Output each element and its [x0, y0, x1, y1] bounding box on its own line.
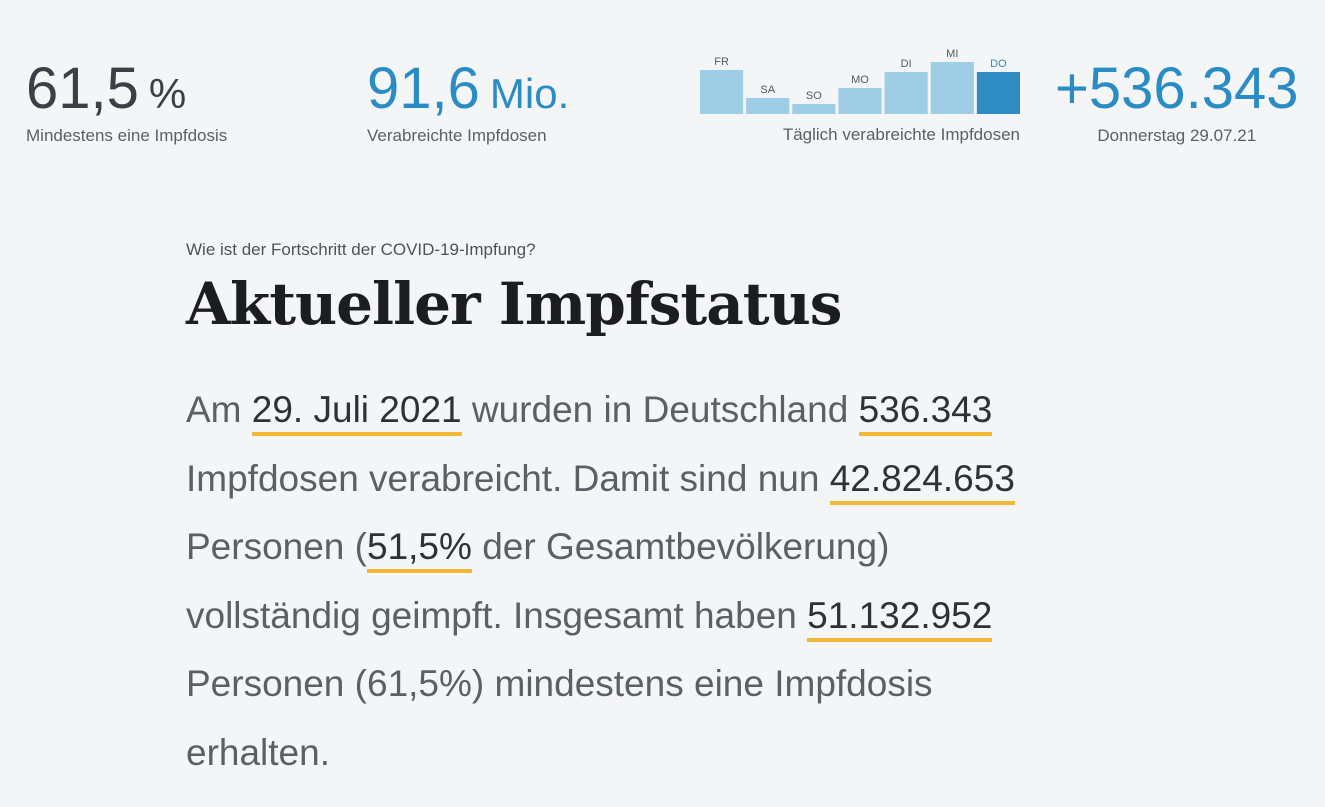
article-body: Am 29. Juli 2021 wurden in Deutschland 5… — [186, 376, 1146, 787]
article-headline: Aktueller Impfstatus — [186, 270, 842, 338]
body-line: Am 29. Juli 2021 wurden in Deutschland 5… — [186, 376, 1146, 445]
today-value: +536.343 — [1055, 56, 1299, 121]
article: Wie ist der Fortschritt der COVID-19-Imp… — [186, 240, 1146, 787]
body-text-fragment: Personen ( — [186, 526, 367, 567]
article-kicker: Wie ist der Fortschritt der COVID-19-Imp… — [186, 240, 536, 259]
daily-chart-caption: Täglich verabreichte Impfdosen — [782, 125, 1020, 144]
highlight-doses-day: 536.343 — [858, 389, 993, 436]
stat-today: +536.343 Donnerstag 29.07.21 — [1055, 60, 1299, 146]
bar-do — [976, 72, 1020, 114]
highlight-fully-pct: 51,5% — [367, 526, 472, 573]
body-text-fragment: Impfdosen verabreicht. Damit sind nun — [186, 457, 830, 499]
today-label: Donnerstag 29.07.21 — [1097, 126, 1257, 145]
highlight-first-count: 51.132.952 — [807, 594, 993, 642]
total-doses-label: Verabreichte Impfdosen — [367, 126, 547, 145]
body-line: Impfdosen verabreicht. Damit sind nun 42… — [186, 445, 1146, 514]
first-dose-label: Mindestens eine Impfdosis — [26, 126, 228, 145]
bar-so — [792, 104, 836, 114]
bar-sa — [746, 98, 790, 114]
body-text-fragment: Personen (61,5%) mindestens eine Impfdos… — [186, 663, 933, 704]
stat-total-doses: 91,6 Mio. Verabreichte Impfdosen — [367, 60, 569, 146]
body-line: vollständig geimpft. Insgesamt haben 51.… — [186, 582, 1146, 651]
stat-first-dose: 61,5% Mindestens eine Impfdosis — [26, 60, 227, 146]
highlight-fully-count: 42.824.653 — [829, 457, 1015, 505]
body-line: Personen (51,5% der Gesamtbevölkerung) — [186, 513, 1146, 582]
body-line: erhalten. — [186, 719, 1146, 788]
first-dose-value: 61,5 — [26, 56, 139, 121]
bar-label-mi: MI — [946, 48, 958, 60]
body-text-fragment: wurden in Deutschland — [461, 389, 859, 430]
body-text-fragment: Am — [186, 389, 252, 430]
bar-fr — [700, 70, 744, 114]
body-text-fragment: erhalten. — [186, 731, 330, 773]
daily-doses-chart: FR SA SO MO DI MI DO — [700, 48, 1020, 114]
total-doses-unit: Mio. — [489, 70, 570, 117]
bar-label-fr: FR — [714, 56, 729, 68]
body-text-fragment: der Gesamtbevölkerung) — [471, 526, 890, 567]
bar-label-do: DO — [990, 58, 1007, 70]
bar-label-di: DI — [901, 58, 912, 70]
bar-label-so: SO — [806, 90, 822, 102]
bar-mi — [930, 62, 974, 114]
body-line: Personen (61,5%) mindestens eine Impfdos… — [186, 650, 1146, 719]
bar-di — [884, 72, 928, 114]
highlight-date: 29. Juli 2021 — [251, 389, 462, 436]
bar-label-sa: SA — [760, 84, 775, 96]
bar-label-mo: MO — [851, 74, 869, 86]
bar-mo — [838, 88, 882, 114]
total-doses-value: 91,6 — [367, 56, 480, 121]
first-dose-unit: % — [148, 70, 187, 117]
body-text-fragment: vollständig geimpft. Insgesamt haben — [186, 594, 808, 636]
